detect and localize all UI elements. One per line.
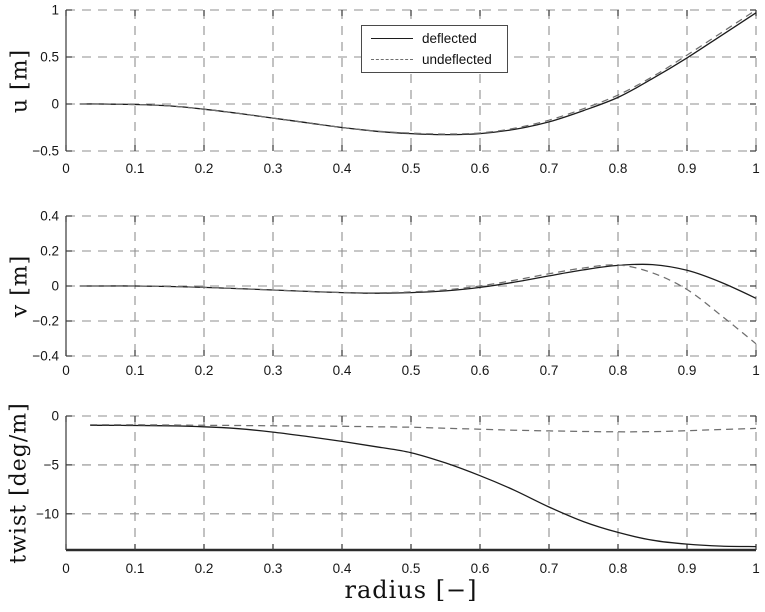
x-tick-label: 0.4 <box>333 561 352 576</box>
x-axis-label-radius: radius [−] <box>344 576 478 604</box>
y-tick-label: 0.4 <box>40 209 59 224</box>
x-tick-label: 0.8 <box>609 363 628 378</box>
x-tick-label: 0.7 <box>540 363 559 378</box>
x-tick-label: 0.3 <box>264 161 283 176</box>
y-axis-label-v: v [m] <box>7 254 33 318</box>
deflected-curve <box>79 263 757 299</box>
x-tick-label: 0 <box>62 363 70 378</box>
x-tick-label: 0.6 <box>471 561 490 576</box>
y-tick-label: 0.5 <box>40 50 59 65</box>
undeflected-curve <box>79 264 757 345</box>
x-tick-label: 1 <box>752 363 760 378</box>
subplot-twist: 0 −5 −10 0 0.1 0.2 0.3 0.4 0.5 0.6 0.7 0.8 0.9 1 <box>36 409 760 577</box>
x-tick-label: 0 <box>62 561 70 576</box>
legend-item-deflected: deflected <box>362 31 507 46</box>
legend-label-undeflected: undeflected <box>422 51 492 67</box>
x-tick-label: 0.2 <box>195 363 214 378</box>
x-tick-label: 0.1 <box>126 161 145 176</box>
y-tick-label: −0.2 <box>32 314 59 329</box>
x-tick-label: 0.5 <box>402 363 421 378</box>
y-tick-label: −5 <box>44 457 59 472</box>
y-tick-label: 0.2 <box>40 244 59 259</box>
x-tick-label: 0.1 <box>126 363 145 378</box>
solid-line-sample <box>371 38 413 40</box>
dashed-line-sample <box>371 58 413 60</box>
x-tick-label: 0.2 <box>195 161 214 176</box>
x-tick-label: 0.2 <box>195 561 214 576</box>
x-tick-label: 0.7 <box>540 561 559 576</box>
y-tick-label: 0 <box>51 97 59 112</box>
x-tick-label: 0.4 <box>333 161 352 176</box>
x-tick-label: 0.9 <box>678 161 697 176</box>
x-tick-label: 0.8 <box>609 561 628 576</box>
deflected-curve <box>90 424 757 548</box>
x-tick-label: 1 <box>752 161 760 176</box>
undeflected-curve <box>79 9 757 135</box>
x-tick-label: 1 <box>752 561 760 576</box>
x-tick-label: 0.9 <box>678 363 697 378</box>
x-tick-label: 0.7 <box>540 161 559 176</box>
y-tick-label: −0.5 <box>32 144 59 159</box>
x-tick-label: 0.8 <box>609 161 628 176</box>
y-tick-label: −10 <box>36 506 59 521</box>
x-tick-label: 0.5 <box>402 161 421 176</box>
y-tick-label: 0 <box>51 409 59 424</box>
y-axis-label-u: u [m] <box>7 48 33 114</box>
x-tick-label: 0.6 <box>471 161 490 176</box>
y-tick-label: 1 <box>51 3 59 18</box>
x-tick-label: 0.6 <box>471 363 490 378</box>
x-tick-label: 0.9 <box>678 561 697 576</box>
legend-item-undeflected: undeflected <box>362 52 507 67</box>
x-tick-label: 0 <box>62 161 70 176</box>
y-axis-label-twist: twist [deg/m] <box>6 402 32 564</box>
y-tick-label: −0.4 <box>32 349 59 364</box>
undeflected-curve <box>90 424 757 433</box>
subplot-v: 0.40.20−0.2−0.40 0.1 0.2 0.3 0.4 0.5 0.6 0.7 0.8… <box>32 209 759 379</box>
x-tick-label: 0.1 <box>126 561 145 576</box>
y-tick-label: 0 <box>51 279 59 294</box>
legend-label-deflected: deflected <box>422 31 477 47</box>
x-tick-label: 0.4 <box>333 363 352 378</box>
x-tick-label: 0.3 <box>264 561 283 576</box>
x-tick-label: 0.3 <box>264 363 283 378</box>
x-tick-label: 0.5 <box>402 561 421 576</box>
legend: deflected undeflected <box>361 25 508 73</box>
